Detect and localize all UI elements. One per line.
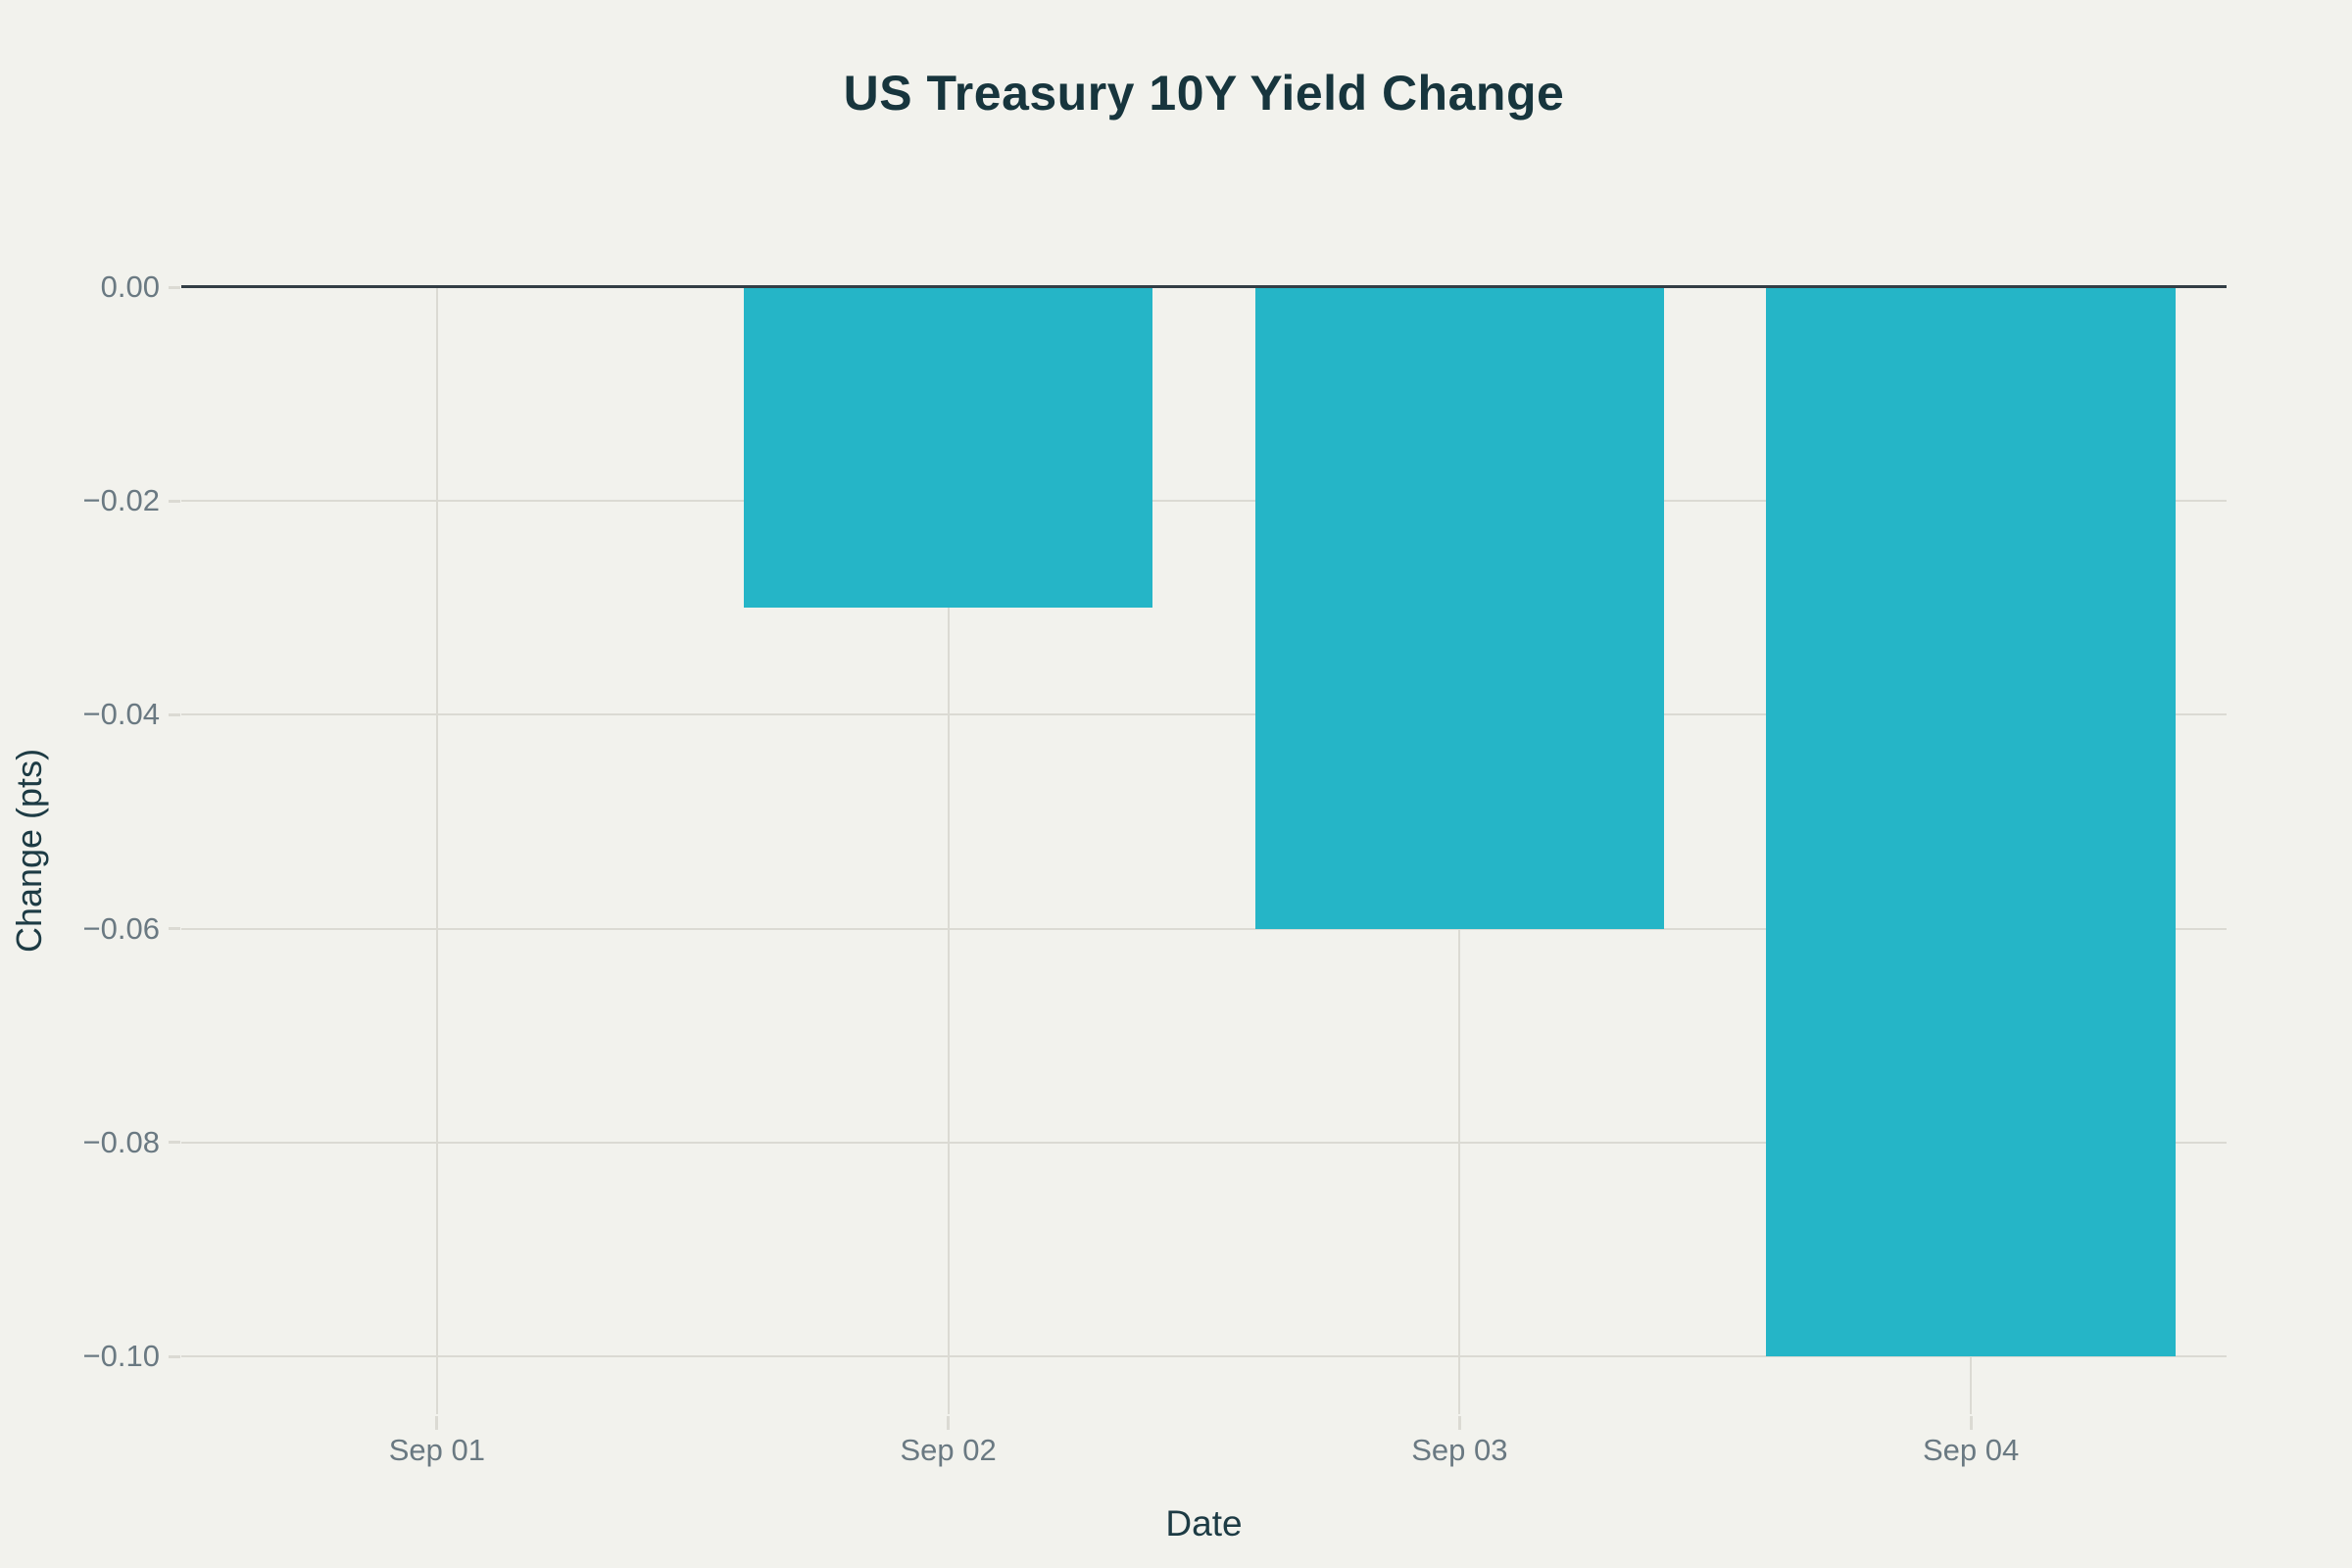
y-tick-label: 0.00 bbox=[100, 270, 160, 304]
h-gridline bbox=[181, 927, 2227, 930]
y-tick-label: −0.02 bbox=[82, 483, 160, 518]
bar bbox=[1254, 287, 1665, 929]
v-gridline bbox=[947, 287, 950, 1414]
zero-line bbox=[181, 285, 2227, 288]
y-tick-mark bbox=[169, 1354, 180, 1358]
x-tick-label: Sep 01 bbox=[388, 1433, 485, 1467]
h-gridline bbox=[181, 1141, 2227, 1144]
x-tick-label: Sep 02 bbox=[900, 1433, 997, 1467]
y-tick-label: −0.06 bbox=[82, 910, 160, 946]
bar bbox=[1766, 287, 2176, 1357]
y-tick-label: −0.10 bbox=[82, 1339, 160, 1374]
y-tick-mark bbox=[169, 927, 180, 931]
x-tick-mark bbox=[435, 1416, 439, 1430]
v-gridline bbox=[435, 287, 438, 1414]
y-tick-label: −0.08 bbox=[82, 1124, 160, 1159]
x-tick-mark bbox=[1457, 1416, 1461, 1430]
h-gridline bbox=[181, 500, 2227, 503]
y-tick-mark bbox=[169, 285, 180, 289]
x-tick-label: Sep 04 bbox=[1922, 1433, 2020, 1467]
y-tick-mark bbox=[169, 499, 180, 503]
chart-title: US Treasury 10Y Yield Change bbox=[843, 66, 1565, 121]
x-tick-label: Sep 03 bbox=[1411, 1433, 1508, 1467]
y-tick-mark bbox=[169, 712, 180, 716]
h-gridline bbox=[181, 713, 2227, 716]
x-tick-mark bbox=[1969, 1416, 1973, 1430]
x-axis-title: Date bbox=[1165, 1503, 1243, 1544]
x-tick-mark bbox=[947, 1416, 951, 1430]
bar bbox=[743, 287, 1153, 609]
h-gridline bbox=[181, 1355, 2227, 1358]
y-tick-label: −0.04 bbox=[82, 697, 160, 732]
y-tick-mark bbox=[169, 1141, 180, 1145]
